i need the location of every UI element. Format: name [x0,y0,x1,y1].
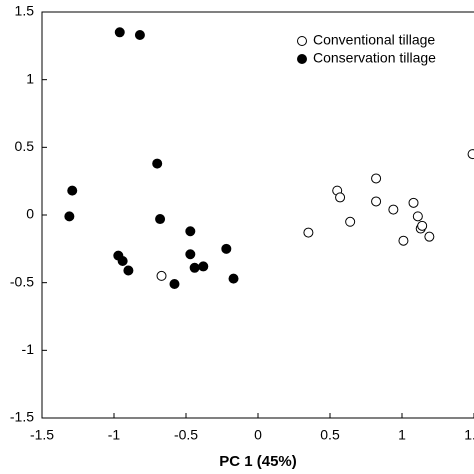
x-tick-label: 0.5 [320,427,340,443]
point [185,249,196,260]
x-axis-label: PC 1 (45%) [219,453,297,470]
x-tick-label: -0.5 [174,427,198,443]
legend-marker [297,54,307,64]
point [185,226,196,237]
point [198,261,209,272]
y-tick-label: 0.5 [15,138,35,154]
point [114,27,125,38]
y-tick-label: 0 [26,206,34,222]
point [123,265,134,276]
point [155,214,166,225]
point [156,270,167,281]
point [134,30,145,41]
point [64,211,75,222]
legend-marker [297,36,307,46]
x-tick-label: 1 [398,427,406,443]
y-tick-label: 1.5 [15,3,35,19]
point [371,196,382,207]
point [424,231,435,242]
legend-label: Conventional tillage [313,32,435,48]
x-tick-label: 1.5 [464,427,474,443]
point [67,185,78,196]
point [467,149,474,160]
point [388,204,399,215]
point [189,262,200,273]
y-tick-label: 1 [26,70,34,86]
point [221,243,232,254]
y-tick-label: -1 [22,341,35,357]
point [371,173,382,184]
y-tick-label: -0.5 [10,273,34,289]
point [303,227,314,238]
plot-frame [41,11,474,419]
x-tick-label: -1.5 [30,427,54,443]
point [335,192,346,203]
point [152,158,163,169]
point [408,197,419,208]
point [398,235,409,246]
point [117,256,128,267]
point [417,220,428,231]
x-tick-label: -1 [108,427,121,443]
point [412,211,423,222]
x-tick-label: 0 [254,427,262,443]
point [345,216,356,227]
point [228,273,239,284]
point [169,279,180,290]
y-tick-label: -1.5 [10,409,34,425]
legend-label: Conservation tillage [313,50,436,66]
